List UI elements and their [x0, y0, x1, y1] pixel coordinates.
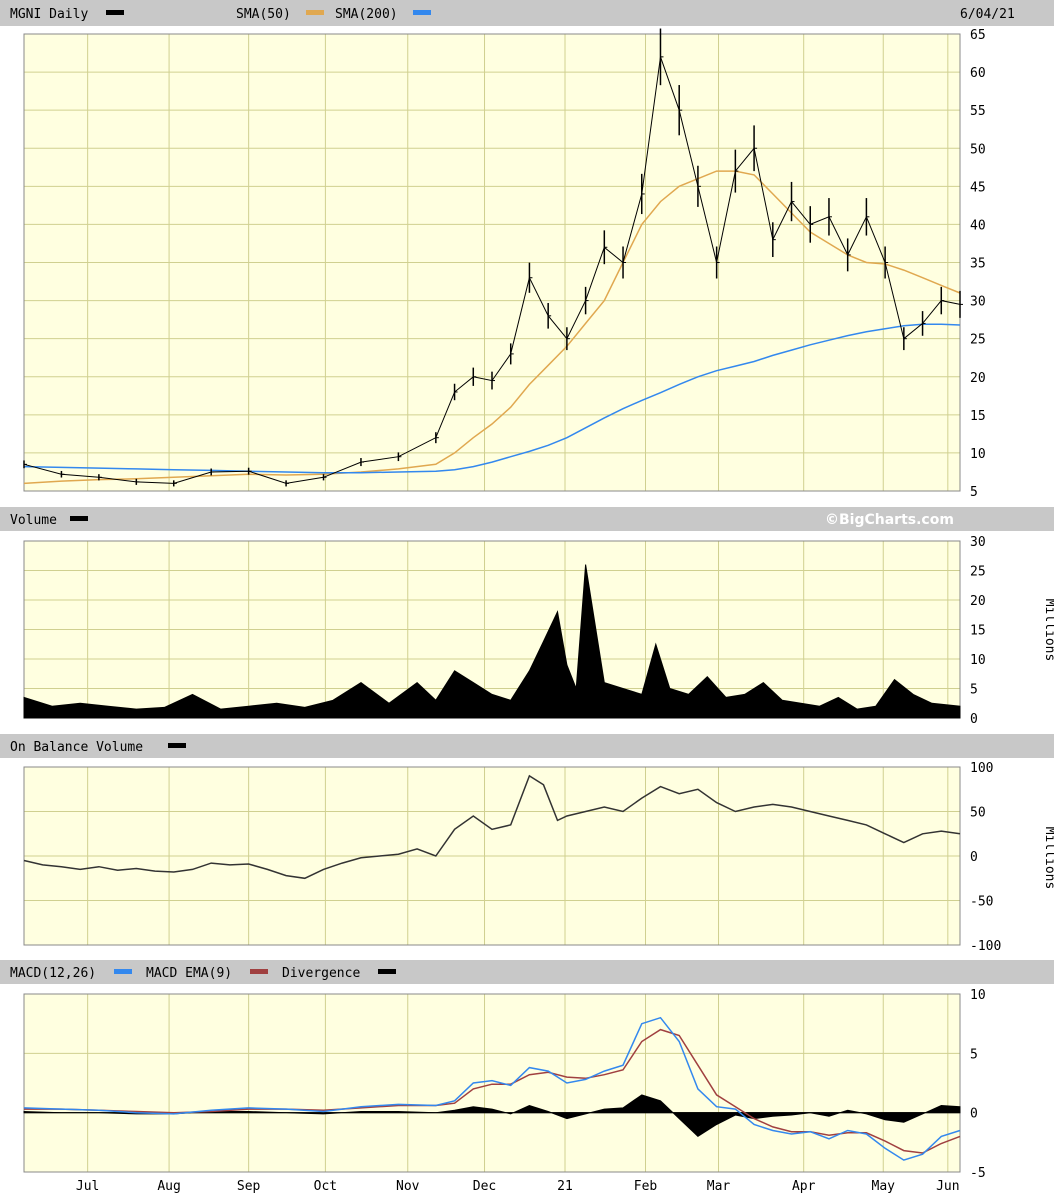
price-header-bar [0, 0, 1054, 26]
volume-area [23, 564, 961, 719]
xtick-label: Apr [792, 1179, 816, 1194]
xtick-label: Nov [396, 1179, 420, 1194]
sma200-label: SMA(200) [335, 7, 398, 22]
divergence-label: Divergence [282, 966, 360, 981]
xtick-label: Sep [237, 1179, 261, 1194]
symbol-label: MGNI Daily [10, 7, 88, 22]
volume-ytick-label: 5 [970, 683, 978, 698]
brand-watermark: ©BigCharts.com [825, 512, 954, 528]
macd-border [23, 993, 961, 1173]
obv-unit-label: Millions [1042, 827, 1054, 890]
volume-legend-swatch [70, 516, 88, 521]
macd-ema-label: MACD EMA(9) [146, 966, 232, 981]
volume-ytick-label: 0 [970, 712, 978, 727]
price-panel: 5 10 15 20 25 30 35 40 45 50 55 60 65 [23, 28, 986, 500]
xtick-label: Oct [314, 1179, 337, 1194]
price-ytick-label: 50 [970, 142, 986, 157]
price-ytick-label: 15 [970, 409, 986, 424]
obv-label: On Balance Volume [10, 740, 143, 755]
obv-ytick-label: 50 [970, 806, 986, 821]
xtick-label: Jun [936, 1179, 959, 1194]
xtick-label: Aug [157, 1179, 180, 1194]
divergence-area [23, 1094, 961, 1138]
obv-ytick-label: 0 [970, 850, 978, 865]
price-ytick-label: 45 [970, 180, 986, 195]
obv-line [23, 774, 961, 880]
xtick-label: Jul [76, 1179, 99, 1194]
macd-panel: -5 0 5 10 [23, 988, 986, 1181]
macd-label: MACD(12,26) [10, 966, 96, 981]
price-border [23, 33, 961, 492]
macd-plot-area [24, 994, 960, 1172]
sma200-legend-swatch [413, 10, 431, 15]
price-ytick-label: 5 [970, 485, 978, 500]
volume-ytick-label: 30 [970, 535, 986, 550]
price-ytick-label: 55 [970, 104, 986, 119]
macd-ytick-label: 10 [970, 988, 986, 1003]
xtick-label: 21 [557, 1179, 573, 1194]
price-ytick-label: 35 [970, 257, 986, 272]
obv-header-bar [0, 734, 1054, 758]
sma200-line [23, 323, 961, 474]
volume-ytick-label: 15 [970, 624, 986, 639]
sma50-label: SMA(50) [236, 7, 291, 22]
volume-label: Volume [10, 513, 57, 528]
obv-panel: -100 -50 0 50 100 [23, 761, 1001, 954]
obv-ytick-label: 100 [970, 761, 993, 776]
volume-ytick-label: 25 [970, 565, 986, 580]
price-ytick-label: 60 [970, 66, 986, 81]
sma50-line [23, 170, 961, 485]
xtick-label: May [872, 1179, 896, 1194]
xtick-label: Feb [634, 1179, 658, 1194]
xtick-label: Dec [473, 1179, 496, 1194]
obv-border [23, 766, 961, 946]
price-line [23, 56, 961, 484]
macd-ytick-label: -5 [970, 1166, 986, 1181]
macd-legend-swatch [114, 969, 132, 974]
price-legend-swatch [106, 10, 124, 15]
volume-ytick-label: 10 [970, 653, 986, 668]
macd-line [23, 1016, 961, 1161]
xtick-label: Mar [707, 1179, 731, 1194]
volume-unit-label: Millions [1042, 599, 1054, 662]
macd-ytick-label: 0 [970, 1107, 978, 1122]
price-ytick-label: 25 [970, 333, 986, 348]
macd-header-bar [0, 960, 1054, 984]
date-label: 6/04/21 [960, 7, 1015, 22]
volume-ytick-label: 20 [970, 594, 986, 609]
price-ytick-label: 20 [970, 371, 986, 386]
volume-panel: 0 5 10 15 20 25 30 [23, 535, 986, 727]
obv-ytick-label: -100 [970, 939, 1001, 954]
macd-ytick-label: 5 [970, 1047, 978, 1062]
obv-ytick-label: -50 [970, 895, 993, 910]
volume-header-bar [0, 507, 1054, 531]
price-ytick-label: 30 [970, 295, 986, 310]
obv-legend-swatch [168, 743, 186, 748]
price-ytick-label: 65 [970, 28, 986, 43]
sma50-legend-swatch [306, 10, 324, 15]
macd-ema-legend-swatch [250, 969, 268, 974]
divergence-legend-swatch [378, 969, 396, 974]
price-ytick-label: 10 [970, 447, 986, 462]
price-ytick-label: 40 [970, 218, 986, 233]
